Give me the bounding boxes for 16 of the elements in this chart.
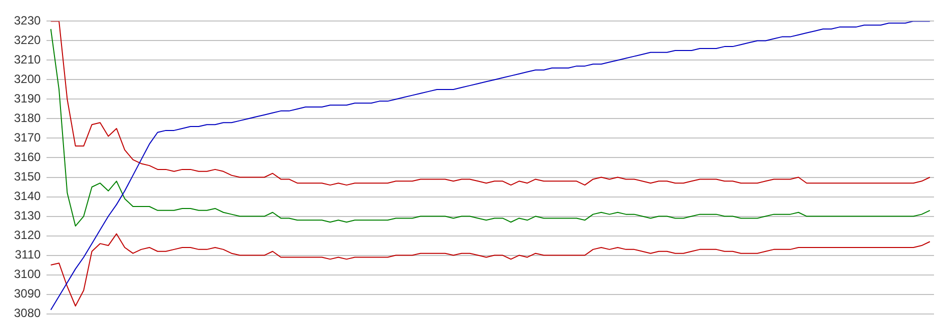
y-tick-label: 3110 (14, 248, 42, 262)
y-tick-label: 3080 (14, 306, 42, 320)
y-tick-label: 3230 (14, 14, 42, 28)
y-tick-label: 3090 (14, 286, 42, 301)
y-tick-label: 3180 (14, 111, 42, 126)
y-tick-label: 3160 (14, 150, 42, 164)
y-tick-label: 3100 (14, 267, 42, 282)
y-tick-label: 3210 (14, 52, 42, 67)
y-tick-label: 3120 (14, 228, 42, 242)
y-tick-label: 3200 (14, 72, 42, 86)
y-tick-label: 3220 (14, 33, 42, 48)
y-tick-label: 3170 (14, 130, 42, 145)
y-tick-label: 3190 (14, 92, 42, 106)
y-tick-label: 3140 (14, 189, 42, 204)
y-tick-label: 3130 (14, 208, 42, 223)
y-tick-label: 3150 (14, 170, 42, 184)
